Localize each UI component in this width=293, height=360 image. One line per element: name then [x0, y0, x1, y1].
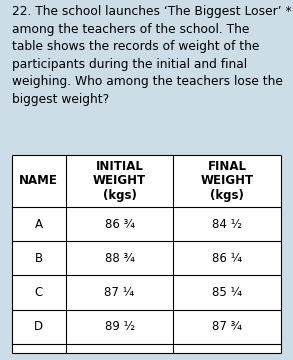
Text: INITIAL
WEIGHT
(kgs): INITIAL WEIGHT (kgs) — [93, 160, 146, 202]
Text: A: A — [35, 217, 43, 231]
Text: 87 ¼: 87 ¼ — [105, 286, 134, 299]
Text: 85 ¼: 85 ¼ — [212, 286, 242, 299]
Text: 88 ¾: 88 ¾ — [105, 252, 134, 265]
Text: FINAL
WEIGHT
(kgs): FINAL WEIGHT (kgs) — [201, 160, 254, 202]
Text: 22. The school launches ‘The Biggest Loser’ *
among the teachers of the school. : 22. The school launches ‘The Biggest Los… — [12, 5, 291, 106]
Text: 87 ¾: 87 ¾ — [212, 320, 242, 333]
Text: 84 ½: 84 ½ — [212, 217, 242, 231]
Text: C: C — [35, 286, 43, 299]
Text: B: B — [35, 252, 43, 265]
Text: 86 ¼: 86 ¼ — [212, 252, 242, 265]
Text: NAME: NAME — [19, 174, 58, 188]
Text: 86 ¾: 86 ¾ — [105, 217, 134, 231]
Text: 89 ½: 89 ½ — [105, 320, 134, 333]
Bar — [12, 155, 281, 353]
Text: D: D — [34, 320, 43, 333]
